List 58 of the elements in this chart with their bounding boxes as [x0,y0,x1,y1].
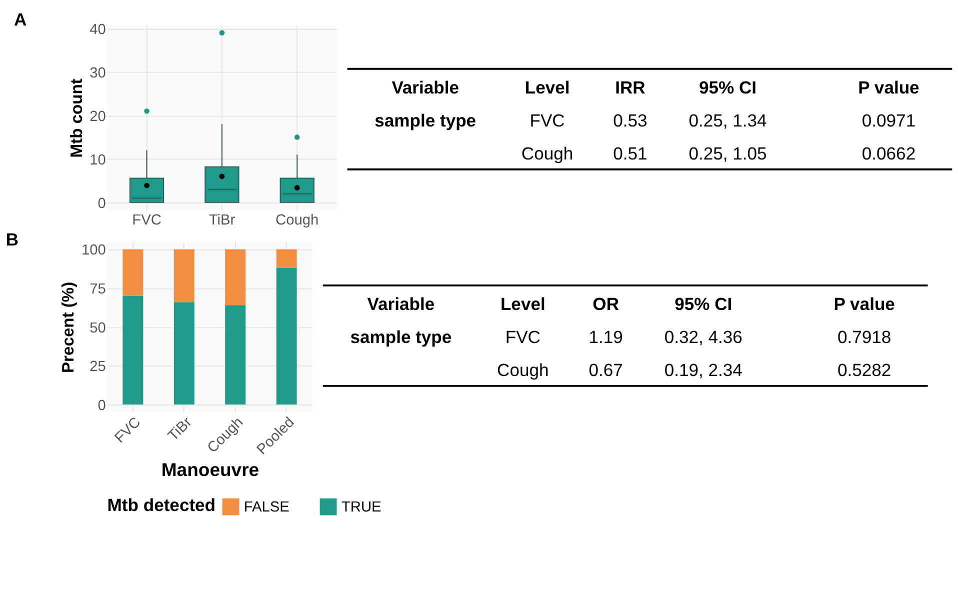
text: 0.19, 2.34 [664,360,743,380]
text: 0.0971 [862,110,916,130]
x-tick-label: Cough [276,212,319,228]
y-axis-title: Mtb count [66,78,86,158]
x-tick-label: FVC [132,212,162,228]
text: 0.67 [588,360,623,380]
y-axis-title: Precent (%) [58,282,78,374]
text: 0.51 [613,144,648,164]
text: Cough [497,360,549,380]
bar [122,249,144,296]
legend-title: Mtb detected [107,494,216,515]
x-tick-label: TiBr [165,414,196,444]
bar [174,249,194,302]
text: sample type [350,327,452,348]
category-label: Level [524,77,570,98]
category-label: Variable [367,294,435,314]
chart-title: A [14,10,27,30]
category-label: 95% CI [698,77,757,98]
bar [122,296,144,405]
text: 0.53 [613,110,648,130]
bar [276,249,297,268]
category-label: P value [834,294,896,314]
bar [276,268,297,405]
text: 0.0662 [862,144,916,164]
text: FVC [505,327,540,348]
text: 0.5282 [838,360,892,380]
y-tick-label: 100 [81,242,106,259]
chart-title: B [6,229,18,250]
text: FVC [530,110,565,130]
bar [225,305,246,405]
text: 0.25, 1.34 [688,110,768,130]
y-tick-label: 0 [98,398,106,414]
y-tick-label: 75 [90,281,106,298]
legend-label: TRUE [341,500,382,516]
x-axis-title: Manoeuvre [161,458,260,480]
bar [174,302,194,405]
bar [225,249,246,306]
text: 1.19 [588,327,623,348]
y-tick-label: 25 [90,359,106,376]
text: sample type [374,110,476,130]
y-tick-label: 40 [90,22,106,38]
text: Cough [521,144,574,164]
text: 0.7918 [838,327,892,348]
category-label: 95% CI [674,294,732,314]
text: 0.32, 4.36 [664,327,742,348]
y-tick-label: 20 [90,108,106,125]
y-tick-label: 10 [90,152,106,168]
legend-label: FALSE [244,500,290,516]
y-tick-label: 0 [98,196,106,212]
category-label: P value [858,77,920,98]
y-tick-label: 50 [90,320,106,336]
category-label: IRR [615,77,646,98]
text: 0.25, 1.05 [688,144,768,164]
category-label: Level [500,294,546,314]
x-tick-label: TiBr [208,212,236,228]
category-label: OR [592,294,620,314]
category-label: Variable [392,77,460,98]
y-tick-label: 30 [90,65,106,82]
